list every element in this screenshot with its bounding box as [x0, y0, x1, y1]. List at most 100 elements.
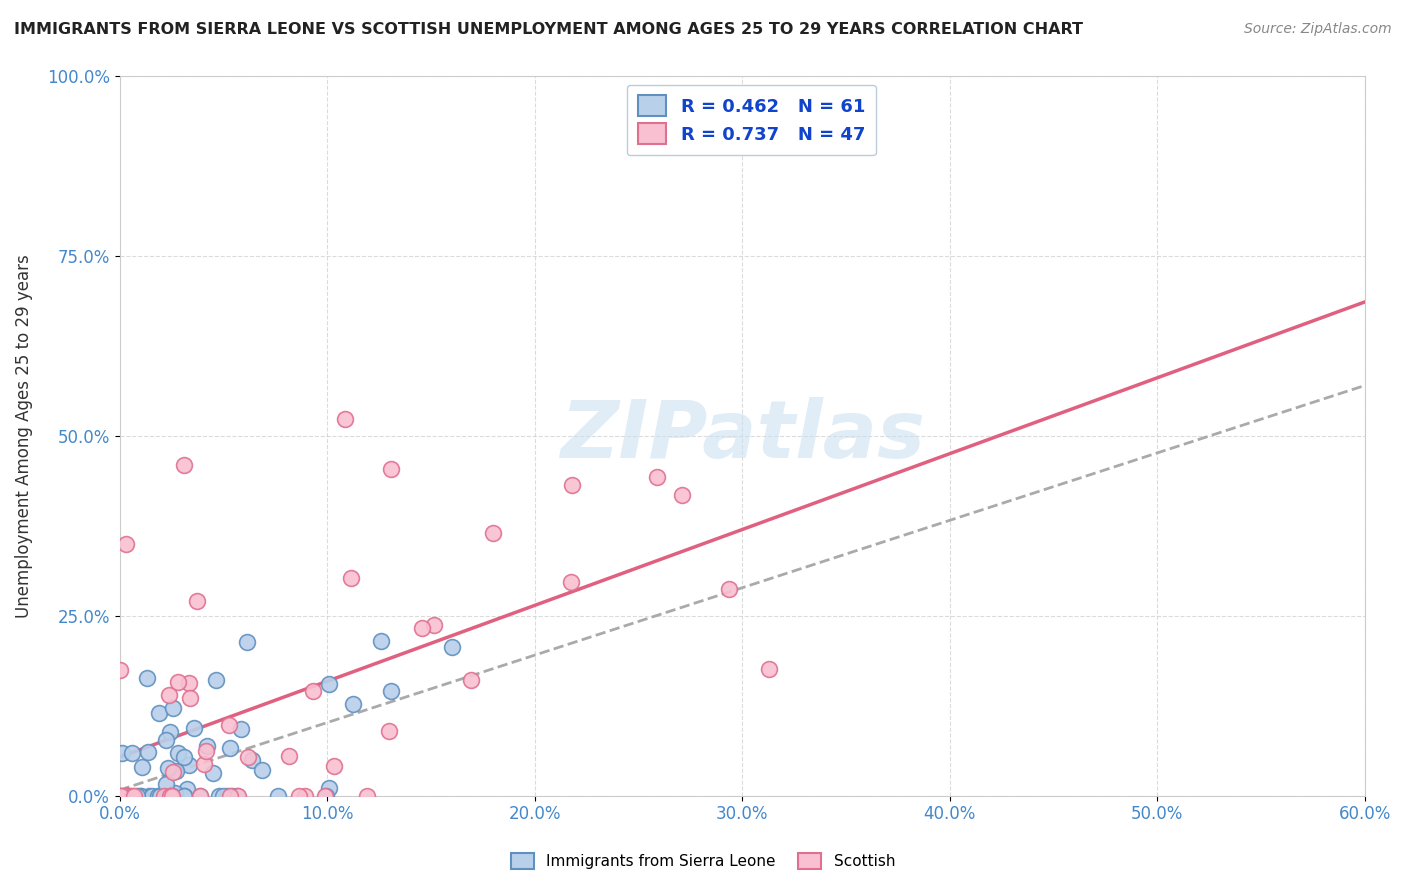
Point [163, 786, 186, 800]
Point [176, 781, 198, 796]
Point [278, 748, 301, 763]
Point [356, 789, 378, 803]
Point [160, 789, 183, 803]
Point [314, 789, 336, 803]
Point [155, 732, 177, 747]
Point [162, 700, 184, 714]
Point [125, 789, 148, 803]
Point [267, 789, 290, 803]
Point [315, 789, 337, 803]
Point [240, 753, 263, 767]
Point [155, 777, 177, 791]
Point [294, 789, 316, 803]
Point [441, 640, 464, 654]
Point [149, 789, 172, 803]
Point [117, 789, 139, 803]
Point [333, 412, 356, 426]
Point [186, 594, 208, 608]
Point [173, 750, 195, 764]
Point [173, 458, 195, 472]
Point [560, 574, 582, 589]
Point [226, 789, 249, 803]
Point [160, 789, 183, 803]
Point [195, 739, 218, 753]
Point [380, 462, 402, 476]
Point [318, 677, 340, 691]
Point [236, 749, 259, 764]
Point [212, 789, 235, 803]
Text: ZIPatlas: ZIPatlas [560, 397, 925, 475]
Point [156, 789, 179, 803]
Point [194, 744, 217, 758]
Point [122, 789, 145, 803]
Point [167, 675, 190, 690]
Point [165, 764, 187, 778]
Point [201, 765, 224, 780]
Point [159, 789, 181, 803]
Text: Source: ZipAtlas.com: Source: ZipAtlas.com [1244, 22, 1392, 37]
Point [288, 789, 311, 803]
Point [318, 781, 340, 796]
Text: IMMIGRANTS FROM SIERRA LEONE VS SCOTTISH UNEMPLOYMENT AMONG AGES 25 TO 29 YEARS : IMMIGRANTS FROM SIERRA LEONE VS SCOTTISH… [14, 22, 1083, 37]
Point [229, 723, 252, 737]
Point [226, 789, 249, 803]
Point [671, 488, 693, 502]
Point [135, 671, 157, 685]
Point [115, 789, 138, 803]
Point [236, 634, 259, 648]
Point [111, 746, 134, 760]
Point [149, 789, 172, 803]
Point [342, 697, 364, 711]
Point [114, 789, 136, 803]
Point [188, 789, 211, 803]
Point [177, 757, 200, 772]
Point [218, 717, 240, 731]
Point [120, 789, 142, 803]
Point [422, 618, 444, 632]
Point [146, 789, 169, 803]
Legend: Immigrants from Sierra Leone, Scottish: Immigrants from Sierra Leone, Scottish [505, 847, 901, 875]
Point [108, 663, 131, 677]
Point [148, 706, 170, 721]
Point [301, 683, 323, 698]
Point [221, 789, 243, 803]
Point [177, 676, 200, 690]
Point [339, 571, 361, 585]
Point [482, 526, 505, 541]
Point [121, 789, 143, 803]
Point [217, 789, 239, 803]
Point [129, 789, 152, 803]
Point [162, 789, 184, 803]
Y-axis label: Unemployment Among Ages 25 to 29 years: Unemployment Among Ages 25 to 29 years [15, 253, 32, 617]
Point [411, 621, 433, 635]
Point [208, 789, 231, 803]
Point [193, 757, 215, 772]
Point [460, 673, 482, 688]
Point [173, 789, 195, 803]
Point [121, 746, 143, 760]
Point [219, 741, 242, 756]
Point [380, 683, 402, 698]
Point [219, 789, 242, 803]
Point [108, 789, 131, 803]
Point [138, 789, 160, 803]
Point [157, 760, 180, 774]
Point [179, 691, 201, 706]
Point [128, 789, 150, 803]
Point [378, 724, 401, 739]
Point [110, 789, 132, 803]
Point [153, 789, 176, 803]
Point [110, 789, 132, 803]
Point [115, 789, 138, 803]
Point [645, 470, 668, 484]
Point [758, 662, 780, 676]
Point [157, 689, 180, 703]
Point [370, 633, 392, 648]
Point [205, 673, 228, 688]
Point [167, 747, 190, 761]
Point [169, 789, 191, 803]
Point [173, 789, 195, 803]
Point [561, 478, 583, 492]
Point [159, 789, 181, 803]
Point [250, 764, 273, 778]
